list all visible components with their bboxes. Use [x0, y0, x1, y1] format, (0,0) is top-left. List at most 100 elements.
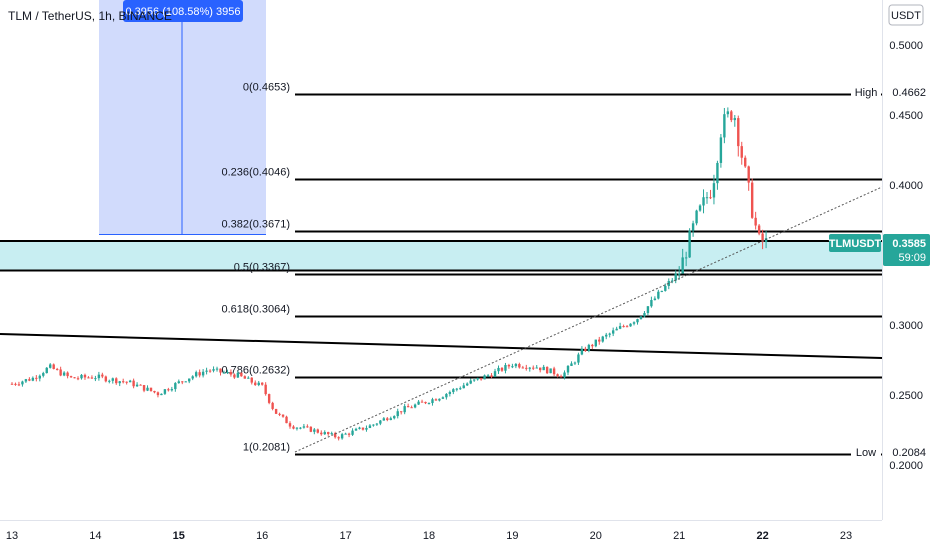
- candle-body: [122, 381, 125, 383]
- low-label: Low: [856, 447, 876, 459]
- candle-body: [327, 432, 330, 435]
- candle-body: [643, 313, 646, 317]
- candle-body: [309, 426, 313, 432]
- candle-body: [434, 399, 438, 401]
- candle-body: [163, 389, 167, 394]
- candle-body: [35, 377, 38, 379]
- candle-body: [160, 393, 163, 396]
- candle-body: [476, 377, 479, 380]
- support-zone[interactable]: [0, 241, 882, 271]
- candle-body: [313, 429, 316, 432]
- bar-countdown: 59:09: [898, 252, 926, 264]
- candle-body: [379, 420, 382, 424]
- candle-body: [615, 328, 618, 331]
- price-tick-label: 0.3000: [889, 320, 923, 332]
- candle-body: [664, 285, 667, 291]
- candle-body: [622, 326, 625, 328]
- candle-body: [539, 367, 542, 371]
- fibonacci-retracement[interactable]: 0(0.4653) 0.236(0.4046) 0.382(0.3671) 0.5(0…: [222, 82, 883, 456]
- candle-body: [393, 416, 396, 419]
- candle-body: [684, 257, 688, 259]
- candle-body: [646, 306, 650, 314]
- candle-body: [271, 402, 274, 409]
- candle-body: [316, 429, 319, 433]
- candle-body: [337, 437, 340, 439]
- candle-body: [177, 381, 180, 384]
- candle-body: [347, 433, 351, 435]
- current-price-tag[interactable]: [883, 234, 930, 266]
- candle-body: [87, 377, 90, 379]
- high-value: 0.4662: [892, 87, 926, 99]
- candle-body: [733, 118, 736, 121]
- candle-body: [698, 205, 702, 211]
- ascending-dotted-trendline[interactable]: [294, 186, 883, 453]
- currency-badge[interactable]: [888, 4, 924, 26]
- candle-body: [573, 362, 577, 364]
- candle-body: [580, 348, 584, 355]
- candle-body: [320, 432, 323, 435]
- price-tick-label: 0.2500: [889, 390, 923, 402]
- fib-level-label: 0.786(0.2632): [222, 365, 291, 377]
- candle-body: [445, 393, 448, 398]
- candle-body: [448, 392, 452, 394]
- candle-body: [90, 377, 94, 379]
- candle-body: [215, 368, 219, 370]
- candle-body: [212, 369, 215, 371]
- candle-body: [208, 370, 212, 372]
- candle-body: [42, 373, 45, 376]
- time-tick-label: 23: [840, 530, 852, 542]
- candle-body: [521, 367, 525, 369]
- candle-body: [726, 111, 730, 115]
- candle-body: [38, 375, 41, 379]
- candle-body: [330, 433, 333, 435]
- candle-body: [31, 377, 35, 381]
- candle-body: [514, 364, 518, 367]
- candle-body: [431, 399, 434, 404]
- candle-body: [549, 368, 552, 374]
- candle-body: [288, 423, 292, 427]
- candle-body: [240, 372, 243, 377]
- candle-body: [205, 370, 208, 372]
- candle-body: [118, 381, 121, 384]
- candle-body: [104, 376, 108, 382]
- candle-body: [28, 379, 31, 381]
- candle-body: [115, 378, 118, 384]
- candle-body: [709, 197, 712, 199]
- price-tick-label: 0.4500: [889, 110, 923, 122]
- candle-body: [194, 372, 198, 377]
- candle-body: [62, 372, 66, 376]
- high-value-box: [884, 84, 930, 100]
- descending-trendline[interactable]: [0, 333, 883, 359]
- candle-body: [10, 383, 14, 385]
- time-tick-label: 17: [339, 530, 351, 542]
- candle-body: [525, 367, 528, 369]
- time-tick-label: 13: [6, 530, 18, 542]
- candle-body: [466, 383, 469, 386]
- candle-body: [750, 182, 754, 218]
- candle-body: [723, 114, 726, 138]
- candle-body: [584, 348, 587, 351]
- candle-body: [556, 374, 559, 377]
- candle-body: [222, 372, 226, 374]
- candle-body: [764, 238, 768, 242]
- time-tick-label: 15: [173, 530, 185, 542]
- time-tick-label: 19: [506, 530, 518, 542]
- candle-body: [559, 376, 563, 378]
- candle-body: [754, 217, 757, 226]
- symbol-tag[interactable]: [829, 234, 881, 252]
- candle-body: [671, 280, 674, 282]
- candle-body: [716, 162, 719, 184]
- candle-body: [386, 418, 389, 421]
- fib-level-label: 0.382(0.3671): [222, 219, 291, 231]
- candle-body: [278, 413, 281, 415]
- candle-body: [111, 378, 114, 381]
- candle-body: [632, 322, 636, 324]
- candle-body: [563, 372, 566, 378]
- candle-body: [545, 366, 549, 374]
- candle-body: [97, 374, 101, 379]
- time-tick-label: 16: [256, 530, 268, 542]
- candle-body: [483, 375, 486, 380]
- candle-body: [229, 372, 233, 375]
- price-tick-label: 0.4000: [889, 180, 923, 192]
